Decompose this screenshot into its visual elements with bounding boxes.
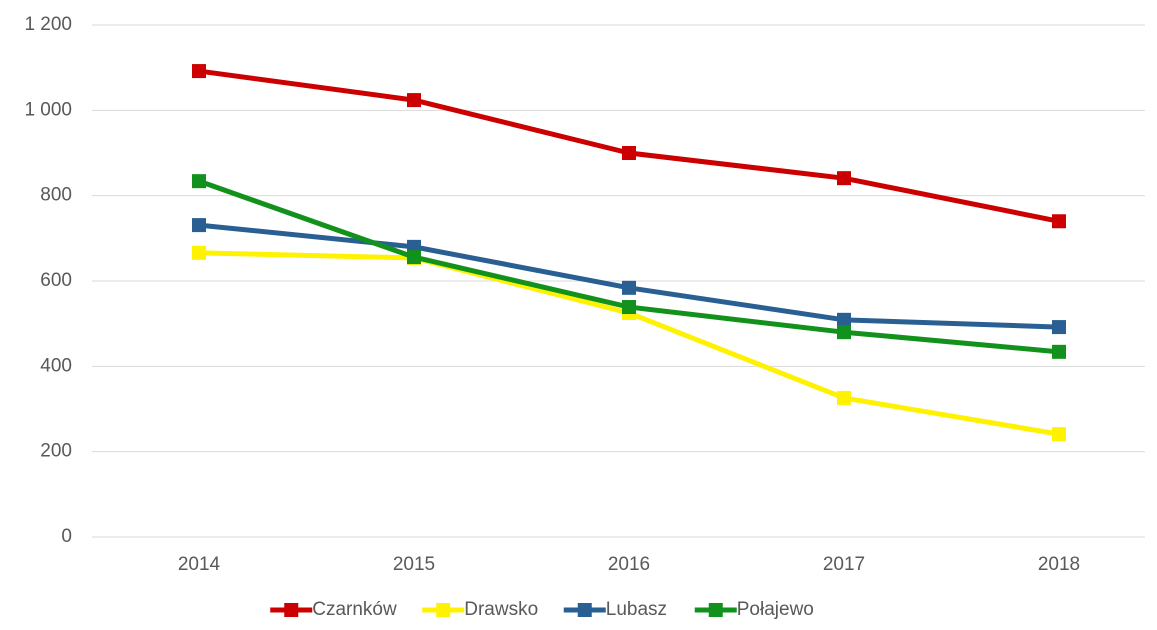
legend-label: Lubasz <box>606 599 667 620</box>
point-marker <box>1052 427 1066 442</box>
y-tick-label: 200 <box>40 441 72 462</box>
point-marker <box>622 280 636 295</box>
legend-marker <box>577 603 592 617</box>
point-marker <box>837 390 851 405</box>
x-tick-label: 2016 <box>608 554 650 575</box>
point-marker <box>192 218 206 233</box>
point-marker <box>1052 344 1066 359</box>
y-tick-label: 800 <box>40 185 72 206</box>
legend-label: Drawsko <box>464 599 538 620</box>
point-marker <box>837 312 851 327</box>
x-tick-label: 2015 <box>393 554 435 575</box>
legend-marker <box>284 603 299 617</box>
x-tick-label: 2018 <box>1038 554 1080 575</box>
series-line <box>198 250 1060 437</box>
y-tick-label: 600 <box>40 270 72 291</box>
point-marker <box>192 245 206 260</box>
legend-marker <box>708 603 723 617</box>
point-marker <box>1052 214 1066 229</box>
y-tick-label: 1 000 <box>24 99 72 120</box>
y-tick-label: 400 <box>40 355 72 376</box>
point-marker <box>192 64 206 79</box>
point-marker <box>1052 320 1066 335</box>
point-marker <box>407 93 421 108</box>
point-marker <box>622 300 636 315</box>
series-line <box>198 178 1060 355</box>
legend-marker <box>436 603 451 617</box>
point-marker <box>407 250 421 265</box>
x-tick-label: 2014 <box>178 554 221 575</box>
x-tick-label: 2017 <box>823 554 865 575</box>
point-marker <box>622 146 636 160</box>
point-marker <box>837 325 851 340</box>
legend-label: Połajewo <box>737 599 814 620</box>
y-tick-label: 0 <box>61 526 72 547</box>
point-marker <box>192 174 206 189</box>
y-tick-label: 1 200 <box>24 14 72 35</box>
legend-label: Czarnków <box>312 599 397 620</box>
point-marker <box>837 171 851 186</box>
